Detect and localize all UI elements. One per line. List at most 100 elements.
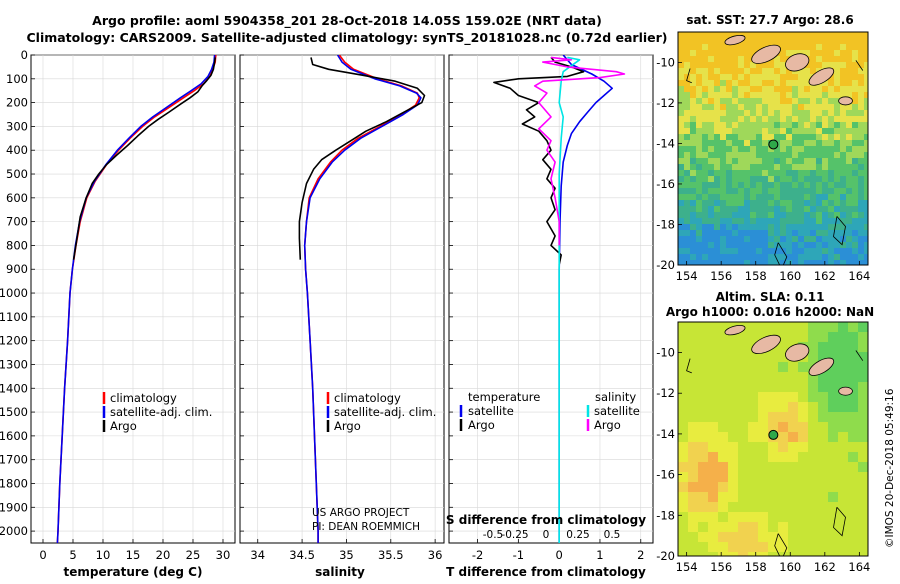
map-cell [728, 412, 739, 423]
depth-tick-label: 1300 [0, 357, 28, 371]
map-cell [762, 146, 769, 153]
map-cell [780, 140, 787, 147]
map-cell [688, 482, 699, 493]
map-cell [756, 152, 763, 159]
map-cell [810, 260, 817, 265]
map-cell [762, 92, 769, 99]
map-cell [744, 188, 751, 195]
island [724, 34, 746, 46]
map-cell [696, 80, 703, 87]
map-cell [728, 352, 739, 363]
map-cell [818, 522, 829, 533]
depth-axis-labels: 0100200300400500600700800900100011001200… [0, 48, 28, 538]
map-cell [738, 512, 749, 523]
map-cell [818, 392, 829, 403]
map-cell [792, 146, 799, 153]
map-cell [840, 152, 847, 159]
map-cell [780, 56, 787, 63]
map-cell [816, 32, 823, 39]
map-cell [804, 230, 811, 237]
map-cell [804, 224, 811, 231]
map-cell [698, 432, 709, 443]
map-cell [756, 260, 763, 265]
map-cell [688, 512, 699, 523]
map-cell [732, 176, 739, 183]
map-cell [756, 182, 763, 189]
map-cell [714, 170, 721, 177]
map-cell [708, 128, 715, 135]
map-cell [698, 402, 709, 413]
map-cell [748, 502, 759, 513]
legend-label-climatology: climatology [334, 391, 401, 405]
map-cell [838, 502, 849, 513]
map-cell [684, 164, 691, 171]
map-cell [858, 236, 865, 243]
map-cell [768, 382, 779, 393]
map-cell [720, 128, 727, 135]
map-cell [828, 332, 839, 343]
map-cell [688, 402, 699, 413]
map-cell [678, 542, 689, 553]
map-cell [690, 140, 697, 147]
map-cell [732, 74, 739, 81]
map-cell [852, 86, 859, 93]
map-cell [738, 392, 749, 403]
map-cell [858, 372, 868, 383]
map-cell [688, 362, 699, 373]
map-cell [726, 206, 733, 213]
map-cell [726, 170, 733, 177]
map-cell [780, 110, 787, 117]
map-cell [798, 362, 809, 373]
map-cell [690, 38, 697, 45]
map-cell [828, 442, 839, 453]
map-cell [726, 260, 733, 265]
map-cell [758, 552, 769, 556]
map-cell [798, 92, 805, 99]
map-cell [762, 68, 769, 75]
map-cell [768, 552, 779, 556]
depth-tick-label: 1800 [0, 476, 28, 490]
map-cell [828, 472, 839, 483]
map-cell [684, 38, 691, 45]
map-cell [698, 512, 709, 523]
lat-tick-label: -12 [656, 96, 675, 110]
island [808, 357, 835, 376]
map-cell [714, 32, 721, 39]
map-cell [840, 188, 847, 195]
map-cell [758, 502, 769, 513]
map-cell [738, 412, 749, 423]
map-cell [792, 134, 799, 141]
map-cell [748, 472, 759, 483]
map-cell [696, 62, 703, 69]
map-cell [744, 218, 751, 225]
map-cell [848, 552, 859, 556]
map-cell [708, 522, 719, 533]
map-cell [852, 44, 859, 51]
map-cell [678, 44, 685, 51]
map-cell [774, 254, 781, 261]
map-cell [828, 502, 839, 513]
map-cell [838, 532, 849, 543]
lat-tick-label: -10 [656, 55, 675, 69]
map-cell [696, 248, 703, 255]
map-cell [688, 492, 699, 503]
map-cell [818, 552, 829, 556]
lat-tick-label: -10 [656, 346, 675, 360]
map-cell [810, 134, 817, 141]
map-cell [750, 164, 757, 171]
map-cell [828, 248, 835, 255]
map-cell [864, 50, 868, 57]
salinity-gridlines [240, 54, 444, 543]
map-cell [834, 230, 841, 237]
map-cell [858, 542, 868, 553]
map-cell [718, 492, 729, 503]
map-cell [738, 80, 745, 87]
map-cell [748, 382, 759, 393]
map-cell [732, 116, 739, 123]
map-cell [858, 158, 865, 165]
map-cell [834, 224, 841, 231]
map-cell [848, 332, 859, 343]
map-cell [822, 158, 829, 165]
map-cell [702, 164, 709, 171]
map-cell [848, 372, 859, 383]
